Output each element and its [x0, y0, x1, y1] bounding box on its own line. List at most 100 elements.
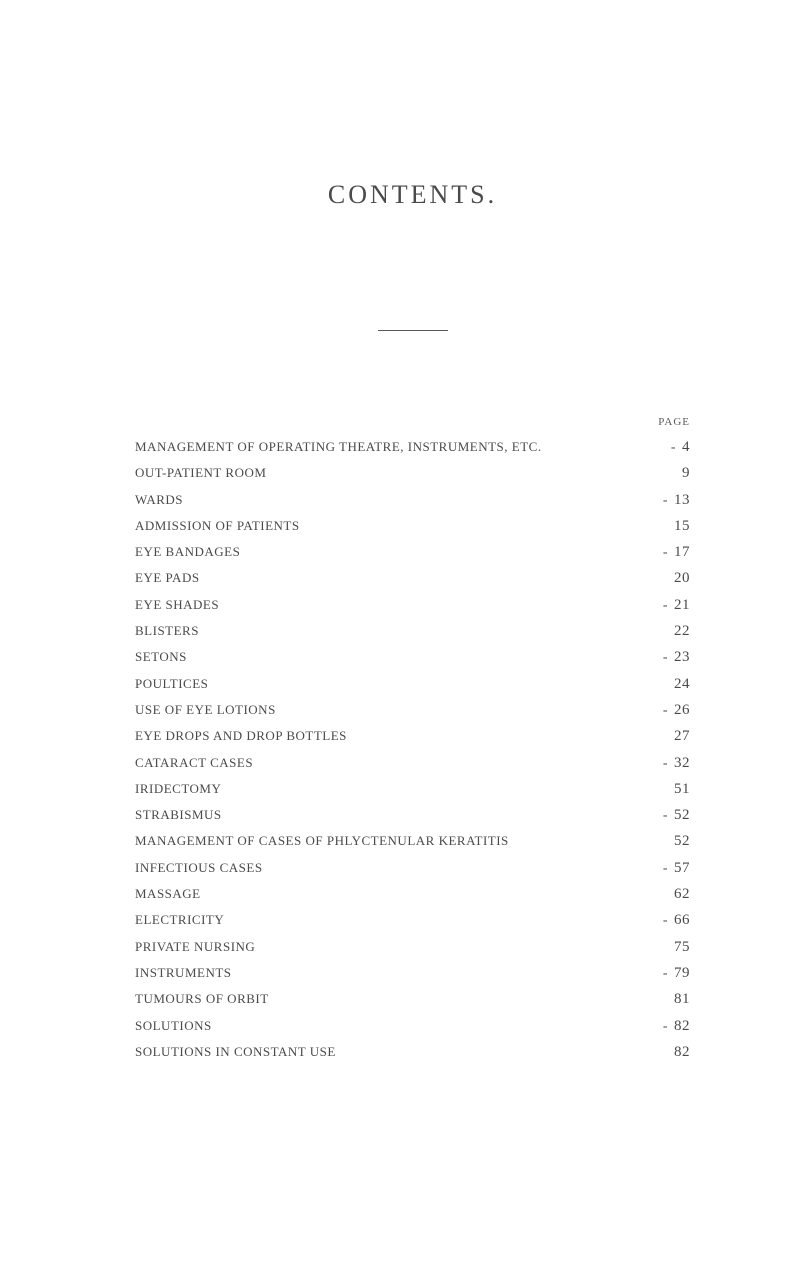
toc-entry-page: 51: [666, 782, 690, 797]
toc-page-number: 17: [674, 544, 690, 560]
toc-dash: -: [663, 1019, 674, 1034]
toc-page-number: 21: [674, 597, 690, 613]
toc-entry-label: EYE BANDAGES: [135, 545, 240, 558]
toc-entry: SOLUTIONS IN CONSTANT USE82: [135, 1045, 690, 1060]
toc-page-number: 75: [674, 939, 690, 955]
toc-page-number: 22: [674, 623, 690, 639]
toc-entry: MASSAGE 62: [135, 887, 690, 902]
toc-entry: MANAGEMENT OF OPERATING THEATRE, INSTRUM…: [135, 440, 690, 455]
toc-entry-label: IRIDECTOMY: [135, 782, 221, 795]
toc-page-number: 57: [674, 860, 690, 876]
page-column-header: PAGE: [135, 416, 690, 428]
toc-entry-label: MANAGEMENT OF OPERATING THEATRE, INSTRUM…: [135, 440, 542, 453]
toc-page-number: 20: [674, 570, 690, 586]
contents-title: CONTENTS.: [135, 180, 690, 210]
toc-page-number: 27: [674, 728, 690, 744]
toc-entry-label: ADMISSION OF PATIENTS: [135, 519, 300, 532]
toc-entry: PRIVATE NURSING 75: [135, 940, 690, 955]
toc-page-number: 81: [674, 991, 690, 1007]
toc-page-number: 62: [674, 886, 690, 902]
toc-entry-page: -21: [663, 598, 690, 613]
toc-entry: CATARACT CASES -32: [135, 756, 690, 771]
toc-page-number: 32: [674, 755, 690, 771]
toc-entry-page: 20: [666, 571, 690, 586]
toc-entry-page: 24: [666, 677, 690, 692]
toc-dash: -: [663, 493, 674, 508]
toc-entry-page: -17: [663, 545, 690, 560]
toc-entry-label: POULTICES: [135, 677, 208, 690]
toc-page-number: 52: [674, 807, 690, 823]
toc-entry-page: -23: [663, 650, 690, 665]
toc-entry-page: 52: [666, 834, 690, 849]
toc-page-number: 23: [674, 649, 690, 665]
toc-entry: ELECTRICITY -66: [135, 913, 690, 928]
toc-entry: STRABISMUS-52: [135, 808, 690, 823]
toc-entry-page: -79: [663, 966, 690, 981]
toc-entry: SETONS -23: [135, 650, 690, 665]
toc-entry-label: CATARACT CASES: [135, 756, 253, 769]
toc-page-number: 15: [674, 518, 690, 534]
toc-entry-label: PRIVATE NURSING: [135, 940, 255, 953]
toc-entry-label: INSTRUMENTS: [135, 966, 232, 979]
toc-entry-label: SOLUTIONS: [135, 1019, 212, 1032]
toc-entry-label: ELECTRICITY: [135, 913, 224, 926]
toc-entry-label: INFECTIOUS CASES: [135, 861, 263, 874]
toc-page-number: 79: [674, 965, 690, 981]
toc-entry: SOLUTIONS -82: [135, 1019, 690, 1034]
toc-entry-label: SETONS: [135, 650, 187, 663]
toc-dash: -: [663, 598, 674, 613]
toc-entry-label: BLISTERS: [135, 624, 199, 637]
toc-entry: INFECTIOUS CASES -57: [135, 861, 690, 876]
toc-page-number: 82: [674, 1018, 690, 1034]
toc-entry-page: 27: [666, 729, 690, 744]
toc-dash: -: [663, 756, 674, 771]
toc-page-number: 82: [674, 1044, 690, 1060]
toc-entry: TUMOURS OF ORBIT 81: [135, 992, 690, 1007]
toc-entry: USE OF EYE LOTIONS -26: [135, 703, 690, 718]
toc-entry-label: OUT-PATIENT ROOM: [135, 466, 266, 479]
toc-entry: INSTRUMENTS -79: [135, 966, 690, 981]
toc-entry-page: 15: [666, 519, 690, 534]
toc-dash: -: [671, 440, 682, 455]
toc-entry: WARDS -13: [135, 493, 690, 508]
toc-entry-label: WARDS: [135, 493, 183, 506]
toc-entry-page: -13: [663, 493, 690, 508]
toc-entry-page: -82: [663, 1019, 690, 1034]
toc-page-number: 66: [674, 912, 690, 928]
toc-dash: -: [663, 861, 674, 876]
toc-entry-page: -57: [663, 861, 690, 876]
toc-entry: POULTICES 24: [135, 677, 690, 692]
toc-list: MANAGEMENT OF OPERATING THEATRE, INSTRUM…: [135, 440, 690, 1060]
toc-entry-label: USE OF EYE LOTIONS: [135, 703, 276, 716]
toc-dash: -: [663, 545, 674, 560]
toc-entry-page: 9: [666, 466, 690, 481]
toc-entry-label: MASSAGE: [135, 887, 201, 900]
toc-dash: -: [663, 913, 674, 928]
toc-entry: BLISTERS 22: [135, 624, 690, 639]
toc-page-number: 52: [674, 833, 690, 849]
toc-dash: -: [663, 808, 674, 823]
toc-page-number: 13: [674, 492, 690, 508]
toc-entry-page: -52: [663, 808, 690, 823]
toc-dash: -: [663, 703, 674, 718]
toc-entry-page: -32: [663, 756, 690, 771]
toc-entry-page: 62: [666, 887, 690, 902]
toc-entry-label: TUMOURS OF ORBIT: [135, 992, 269, 1005]
toc-dash: -: [663, 650, 674, 665]
toc-entry-page: -66: [663, 913, 690, 928]
toc-entry-label: EYE PADS: [135, 571, 200, 584]
toc-entry-label: MANAGEMENT OF CASES OF PHLYCTENULAR KERA…: [135, 834, 509, 847]
toc-entry-page: 75: [666, 940, 690, 955]
toc-entry: ADMISSION OF PATIENTS 15: [135, 519, 690, 534]
toc-entry: MANAGEMENT OF CASES OF PHLYCTENULAR KERA…: [135, 834, 690, 849]
toc-entry-page: 22: [666, 624, 690, 639]
title-divider: [378, 330, 448, 331]
toc-entry: EYE BANDAGES -17: [135, 545, 690, 560]
toc-page-number: 4: [682, 439, 690, 455]
toc-entry: OUT-PATIENT ROOM 9: [135, 466, 690, 481]
toc-entry-page: -26: [663, 703, 690, 718]
toc-entry-page: 81: [666, 992, 690, 1007]
toc-entry-page: -4: [666, 440, 690, 455]
toc-dash: -: [663, 966, 674, 981]
toc-page-number: 24: [674, 676, 690, 692]
